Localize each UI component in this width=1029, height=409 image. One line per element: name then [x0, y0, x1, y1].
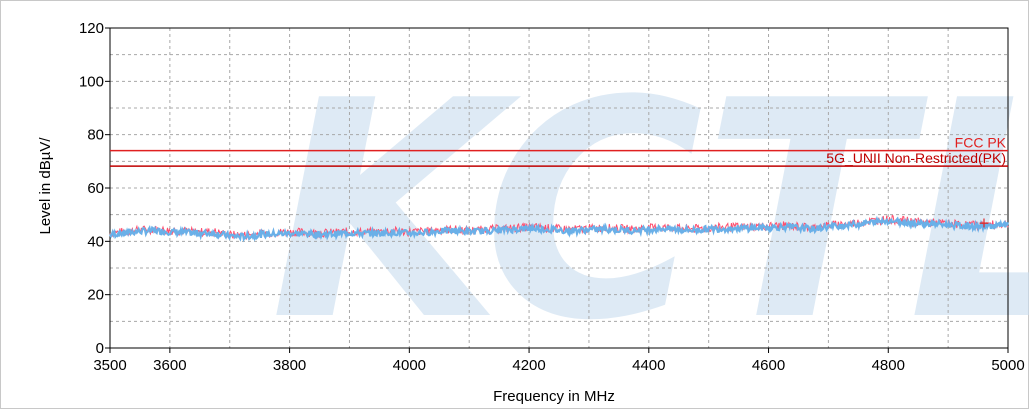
- x-tick-label: 4000: [393, 357, 426, 374]
- y-tick-label: 80: [87, 127, 104, 144]
- y-tick-label: 120: [79, 20, 104, 37]
- x-tick-label: 3800: [273, 357, 306, 374]
- watermark-logo: KCTL: [270, 37, 1029, 386]
- axis-ticks: 3500 3600 3800 4000 4200 4400 4600 4800 5000 0 20 4…: [79, 20, 1025, 374]
- peak-marker: +: [978, 216, 990, 232]
- y-tick-label: 40: [87, 233, 104, 250]
- series-layer: +: [109, 214, 1010, 243]
- x-axis-title: Frequency in MHz: [493, 388, 615, 405]
- grid-lines: [110, 28, 1008, 348]
- limit-label: 5G_UNII Non-Restricted(PK): [826, 150, 1006, 166]
- x-tick-label: 4800: [872, 357, 905, 374]
- y-axis-title: Level in dBµV/: [37, 137, 54, 235]
- x-tick-label: 4600: [752, 357, 785, 374]
- y-tick-label: 100: [79, 73, 104, 90]
- x-tick-label: 4200: [512, 357, 545, 374]
- y-tick-label: 20: [87, 287, 104, 304]
- y-tick-label: 0: [96, 340, 104, 357]
- x-tick-label: 5000: [991, 357, 1024, 374]
- x-tick-label: 3500: [93, 357, 126, 374]
- level-trace: [109, 215, 1010, 243]
- limit-label: FCC PK: [955, 135, 1007, 151]
- x-tick-label: 3600: [153, 357, 186, 374]
- x-tick-label: 4400: [632, 357, 665, 374]
- y-tick-label: 60: [87, 180, 104, 197]
